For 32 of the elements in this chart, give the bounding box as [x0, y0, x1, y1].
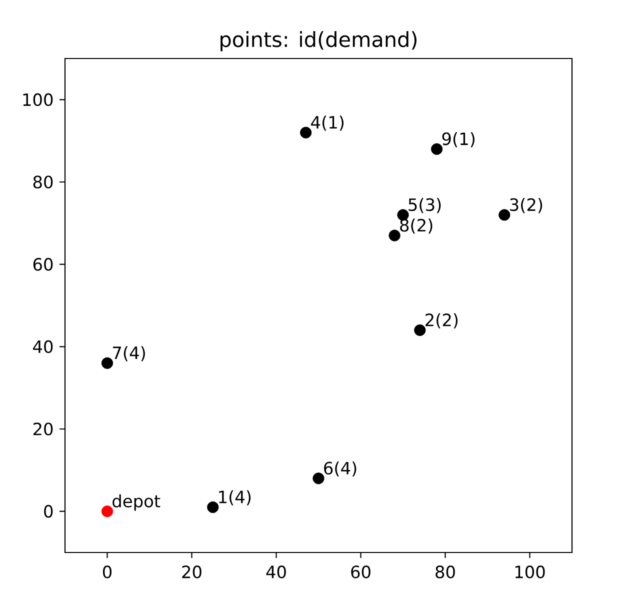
point: [312, 472, 324, 484]
x-tick-label: 60: [351, 566, 370, 578]
annotation: 6(4): [324, 461, 356, 477]
point: [431, 143, 443, 155]
x-tick-label: 20: [182, 566, 202, 578]
y-tick-label: 80: [33, 176, 53, 188]
annotation: 3(2): [510, 198, 542, 214]
point: [300, 126, 312, 138]
point: [207, 501, 219, 514]
y-tick-label: 40: [33, 340, 53, 354]
annotation: 8(2): [400, 218, 432, 234]
point: [498, 209, 510, 221]
annotation: depot: [112, 494, 160, 511]
annotation: 7(4): [113, 346, 145, 362]
point: [388, 230, 400, 242]
annotation: 9(1): [442, 132, 475, 148]
annotation: 5(3): [408, 198, 441, 214]
x-tick-label: 80: [436, 566, 455, 578]
y-tick-label: 20: [33, 422, 53, 436]
y-tick-label: 100: [23, 93, 53, 106]
annotation: 4(1): [311, 116, 344, 131]
y-tick-label: 60: [33, 258, 53, 271]
point: [101, 506, 114, 518]
annotation: 1(4): [219, 490, 251, 506]
point: [414, 324, 426, 336]
x-tick-label: 100: [515, 566, 545, 578]
chart-title: points: id(demand): [220, 31, 417, 52]
x-tick-label: 40: [266, 566, 286, 578]
point: [101, 357, 114, 369]
y-tick-label: 0: [44, 504, 53, 518]
x-tick-label: 0: [102, 566, 112, 578]
annotation: 2(2): [426, 313, 458, 328]
